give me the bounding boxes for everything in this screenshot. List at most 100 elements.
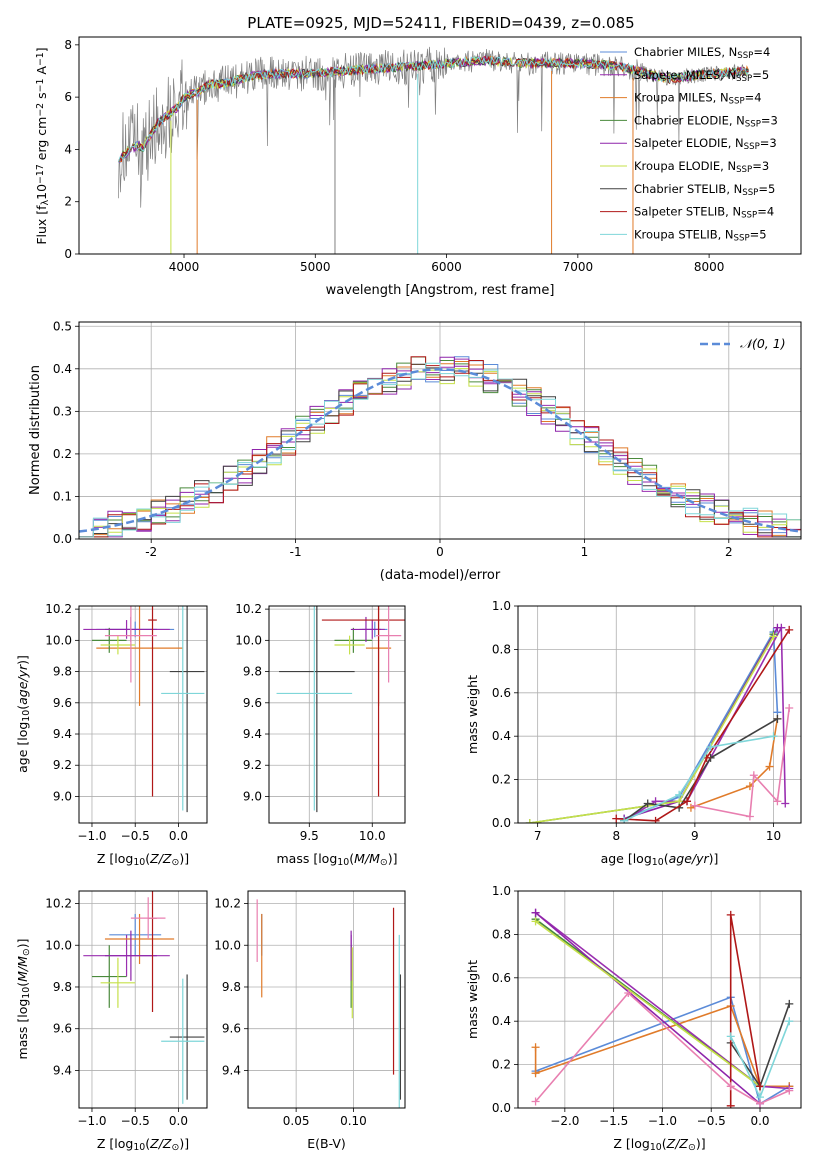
x-tick-label: 5000 bbox=[300, 260, 331, 274]
x-tick-label: −1.5 bbox=[599, 1114, 628, 1128]
x-tick-label: 6000 bbox=[431, 260, 462, 274]
plus-marker bbox=[773, 714, 782, 723]
plot-area bbox=[79, 356, 801, 538]
x-tick-label: 0.05 bbox=[283, 1114, 310, 1128]
plus-marker bbox=[769, 732, 778, 741]
legend-label: Kroupa STELIB, NSSP=5 bbox=[634, 227, 767, 243]
plus-marker bbox=[745, 812, 754, 821]
plus-marker bbox=[643, 799, 652, 808]
y-tick-label: 10.0 bbox=[235, 633, 262, 647]
errorbar-point bbox=[104, 606, 157, 683]
y-axis-label: mass [log10(M/M⊙)] bbox=[15, 939, 32, 1060]
model-line bbox=[117, 55, 749, 162]
y-tick-label: 0.2 bbox=[492, 773, 511, 787]
x-axis-label: age [log10(age/yr)] bbox=[601, 851, 719, 868]
y-tick-label: 6 bbox=[64, 90, 72, 104]
x-tick-label: 9.5 bbox=[300, 829, 319, 843]
mass-weight-line bbox=[535, 912, 761, 1105]
plus-marker bbox=[675, 790, 684, 799]
x-tick-label: 0.0 bbox=[750, 1114, 769, 1128]
plus-marker bbox=[785, 1017, 794, 1026]
y-axis-label: mass weight bbox=[465, 960, 480, 1039]
plot-area bbox=[83, 891, 205, 1104]
plus-marker bbox=[785, 703, 794, 712]
x-tick-label: −0.5 bbox=[697, 1114, 726, 1128]
figure-title: PLATE=0925, MJD=52411, FIBERID=0439, z=0… bbox=[247, 14, 634, 32]
panel-age_vs_Z: −1.0 −0.5 0.0 9.0 9.2 9.4 9.6 9.8 10.0 10.2 Z [log… bbox=[15, 602, 208, 868]
axes-frame bbox=[78, 605, 208, 824]
errorbar-point bbox=[91, 945, 127, 1008]
errorbar-point bbox=[321, 606, 405, 797]
errorbar-point bbox=[161, 978, 205, 1104]
legend-label: Chabrier MILES, NSSP=4 bbox=[634, 45, 770, 61]
y-tick-label: 0.4 bbox=[53, 362, 72, 376]
x-tick-label: 9 bbox=[691, 829, 699, 843]
plus-marker bbox=[749, 771, 758, 780]
mass-weight-line bbox=[616, 629, 790, 822]
axes-frame bbox=[247, 890, 406, 1109]
plus-marker bbox=[773, 797, 782, 806]
errorbar-point bbox=[350, 616, 382, 642]
y-tick-label: 0.8 bbox=[492, 642, 511, 656]
x-axis-label: mass [log10(M/M⊙)] bbox=[277, 851, 398, 868]
x-axis-label: Z [log10(Z/Z⊙)] bbox=[97, 851, 189, 868]
y-axis-label: mass weight bbox=[465, 675, 480, 754]
y-tick-label: 9.0 bbox=[243, 789, 262, 803]
x-axis-label: (data-model)/error bbox=[380, 568, 501, 583]
plus-marker bbox=[726, 910, 735, 919]
x-tick-label: -2 bbox=[145, 545, 157, 559]
gaussian-curve bbox=[79, 368, 801, 533]
y-tick-label: 9.8 bbox=[222, 980, 241, 994]
errorbar-point bbox=[334, 627, 373, 653]
plus-marker bbox=[612, 814, 621, 823]
x-tick-label: −0.5 bbox=[121, 1114, 150, 1128]
y-tick-label: 0.4 bbox=[492, 729, 511, 743]
plus-marker bbox=[726, 1032, 735, 1041]
x-tick-label: 0.0 bbox=[169, 829, 188, 843]
plus-marker bbox=[756, 1099, 765, 1108]
mass-weight-line bbox=[529, 633, 775, 823]
y-tick-label: 9.4 bbox=[53, 727, 72, 741]
mass-weight-line bbox=[623, 629, 779, 820]
legend-label: Kroupa MILES, NSSP=4 bbox=[634, 91, 762, 107]
panel-residuals: -2 -1 0 1 2 0.0 0.1 0.2 0.3 0.4 0.5 𝒩(0, 1) (data-mo… bbox=[28, 319, 802, 583]
y-tick-label: 0.6 bbox=[492, 686, 511, 700]
legend-label: Salpeter MILES, NSSP=5 bbox=[634, 68, 769, 84]
y-tick-label: 10.2 bbox=[235, 602, 262, 616]
x-tick-label: 7000 bbox=[563, 260, 594, 274]
y-tick-label: 0.0 bbox=[492, 816, 511, 830]
x-tick-label: 2 bbox=[725, 545, 733, 559]
panels: 4000 5000 6000 7000 8000 0 2 4 6 8 Chabrier MILES,… bbox=[15, 36, 802, 1153]
panel-mass_vs_Z: −1.0 −0.5 0.0 9.4 9.6 9.8 10.0 10.2 Z [log10(Z/Z… bbox=[15, 890, 208, 1153]
plus-marker bbox=[785, 999, 794, 1008]
plus-marker bbox=[726, 1101, 735, 1108]
legend-label: Kroupa ELODIE, NSSP=3 bbox=[634, 159, 769, 175]
x-tick-label: 10.0 bbox=[359, 829, 386, 843]
x-tick-label: 10 bbox=[766, 829, 781, 843]
y-tick-label: 9.0 bbox=[53, 789, 72, 803]
plus-marker bbox=[624, 988, 633, 997]
y-tick-label: 9.2 bbox=[243, 758, 262, 772]
y-tick-label: 9.2 bbox=[53, 758, 72, 772]
errorbar-point bbox=[91, 627, 127, 653]
mass-weight-line bbox=[529, 636, 775, 823]
plus-marker bbox=[531, 917, 540, 926]
x-tick-label: 0 bbox=[436, 545, 444, 559]
mass-weight-line bbox=[690, 718, 779, 809]
plus-marker bbox=[651, 816, 660, 823]
mass-weight-line bbox=[535, 920, 761, 1087]
spectrum-legend: Chabrier MILES, NSSP=4 Salpeter MILES, NS… bbox=[600, 45, 778, 244]
errorbar-point bbox=[104, 913, 175, 965]
plot-area bbox=[117, 46, 749, 254]
mass-weight-line bbox=[623, 627, 779, 820]
x-tick-label: 1 bbox=[581, 545, 589, 559]
legend-label: Chabrier STELIB, NSSP=5 bbox=[634, 182, 775, 198]
x-tick-label: 7 bbox=[534, 829, 542, 843]
y-tick-label: 9.4 bbox=[53, 1063, 72, 1077]
y-tick-label: 0.2 bbox=[53, 447, 72, 461]
plus-marker bbox=[781, 799, 790, 808]
legend-label: Chabrier ELODIE, NSSP=3 bbox=[634, 113, 778, 129]
errorbar-point bbox=[130, 897, 166, 939]
y-tick-label: 9.6 bbox=[53, 1022, 72, 1036]
